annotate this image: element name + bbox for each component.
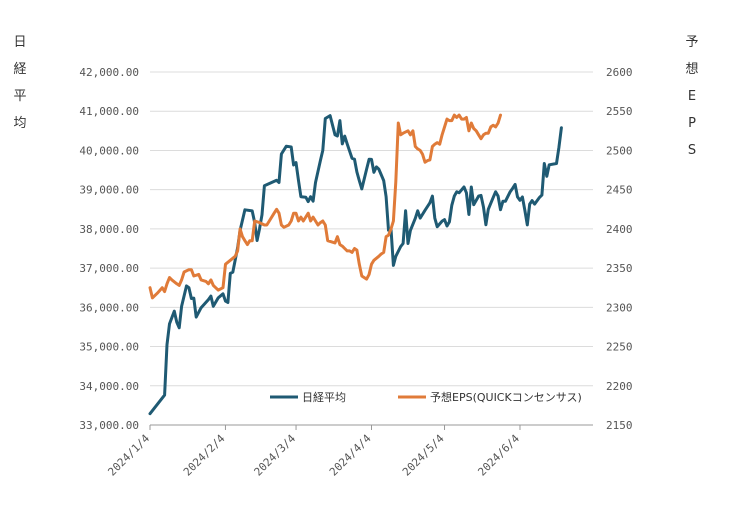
left-tick-label: 33,000.00 bbox=[79, 419, 139, 432]
x-tick-label: 2024/1/4 bbox=[105, 432, 152, 479]
left-tick-label: 36,000.00 bbox=[79, 301, 139, 314]
right-axis-title: 予想 E P S bbox=[685, 35, 698, 158]
legend-label-1: 日経平均 bbox=[302, 391, 346, 404]
left-tick-label: 34,000.00 bbox=[79, 380, 139, 393]
x-tick-label: 2024/4/4 bbox=[327, 432, 374, 479]
left-tick-label: 37,000.00 bbox=[79, 262, 139, 275]
left-tick-label: 40,000.00 bbox=[79, 144, 139, 157]
right-axis-ticks: 2150 2200 2250 2300 2350 2400 2450 2500 2550 2600 bbox=[606, 66, 633, 432]
right-tick-label: 2350 bbox=[606, 262, 633, 275]
left-tick-label: 39,000.00 bbox=[79, 184, 139, 197]
left-tick-label: 42,000.00 bbox=[79, 66, 139, 79]
right-tick-label: 2550 bbox=[606, 105, 633, 118]
x-tick-label: 2024/2/4 bbox=[181, 432, 228, 479]
series-line-1 bbox=[148, 114, 563, 416]
legend: 日経平均 予想EPS(QUICKコンセンサス) bbox=[270, 390, 582, 404]
series-line-2 bbox=[148, 113, 502, 300]
right-tick-label: 2300 bbox=[606, 301, 633, 314]
series-lines bbox=[148, 113, 563, 416]
right-tick-label: 2450 bbox=[606, 184, 633, 197]
left-axis-ticks: 33,000.00 34,000.00 35,000.00 36,000.00 37,0… bbox=[79, 66, 139, 432]
left-tick-label: 41,000.00 bbox=[79, 105, 139, 118]
x-tick-label: 2024/5/4 bbox=[400, 432, 447, 479]
x-tick-label: 2024/6/4 bbox=[475, 432, 522, 479]
legend-label-2: 予想EPS(QUICKコンセンサス) bbox=[430, 390, 582, 404]
right-tick-label: 2200 bbox=[606, 380, 633, 393]
left-tick-label: 35,000.00 bbox=[79, 341, 139, 354]
right-tick-label: 2400 bbox=[606, 223, 633, 236]
x-axis-ticks: 2024/1/4 2024/2/4 2024/3/4 2024/4/4 2024/5/4… bbox=[105, 425, 522, 479]
right-tick-label: 2500 bbox=[606, 144, 633, 157]
right-tick-label: 2150 bbox=[606, 419, 633, 432]
x-tick-label: 2024/3/4 bbox=[252, 432, 299, 479]
gridlines bbox=[150, 71, 593, 387]
right-tick-label: 2250 bbox=[606, 341, 633, 354]
right-tick-label: 2600 bbox=[606, 66, 633, 79]
left-tick-label: 38,000.00 bbox=[79, 223, 139, 236]
left-axis-title: 日経平均 bbox=[13, 35, 26, 131]
